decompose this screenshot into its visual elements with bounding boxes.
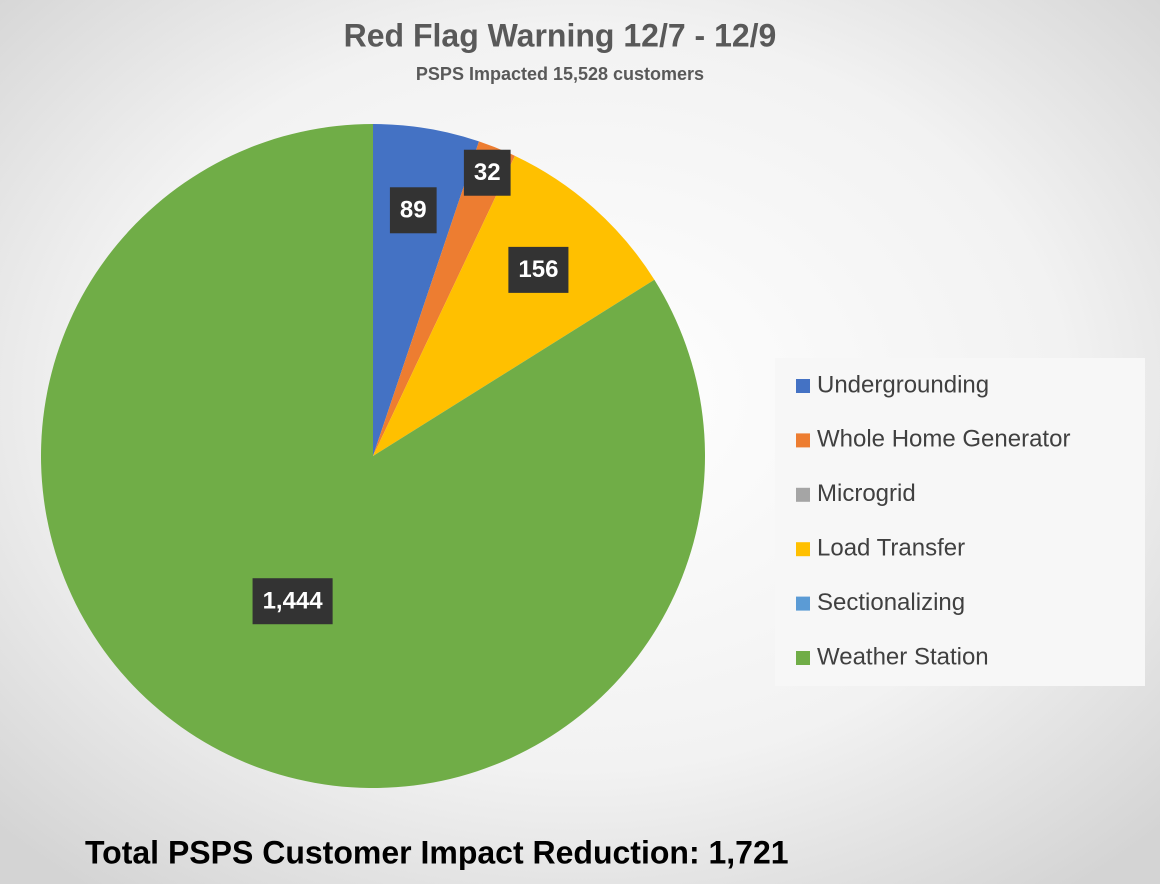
annotation: Total PSPS Customer Impact Reduction: 1,… — [85, 834, 789, 870]
data-label-box — [463, 149, 511, 196]
legend-swatch — [796, 651, 810, 665]
legend-swatch — [796, 379, 810, 393]
legend-swatch — [796, 596, 810, 611]
data-label-box — [252, 578, 333, 625]
legend-label: Undergrounding — [817, 371, 989, 398]
legend-box — [775, 358, 1145, 686]
data-label: 1,444 — [263, 588, 324, 615]
legend-swatch — [796, 487, 810, 502]
legend-swatch — [796, 542, 810, 557]
data-label-box — [508, 246, 569, 293]
data-label: 89 — [400, 197, 427, 224]
pie-slice — [373, 155, 655, 456]
chart-title: Red Flag Warning 12/7 - 12/9 — [344, 17, 777, 53]
legend-swatch — [796, 433, 810, 448]
data-label: 32 — [474, 159, 501, 186]
data-label-box — [389, 187, 437, 234]
chart-subtitle: PSPS Impacted 15,528 customers — [416, 64, 704, 84]
legend-label: Microgrid — [817, 480, 916, 507]
pie-slice — [40, 124, 705, 788]
pie-slice — [373, 141, 515, 456]
legend-label: Sectionalizing — [817, 589, 965, 616]
legend-label: Weather Station — [817, 643, 989, 670]
data-label: 156 — [518, 256, 558, 283]
legend-label: Load Transfer — [817, 535, 965, 562]
legend-label: Whole Home Generator — [817, 426, 1070, 453]
